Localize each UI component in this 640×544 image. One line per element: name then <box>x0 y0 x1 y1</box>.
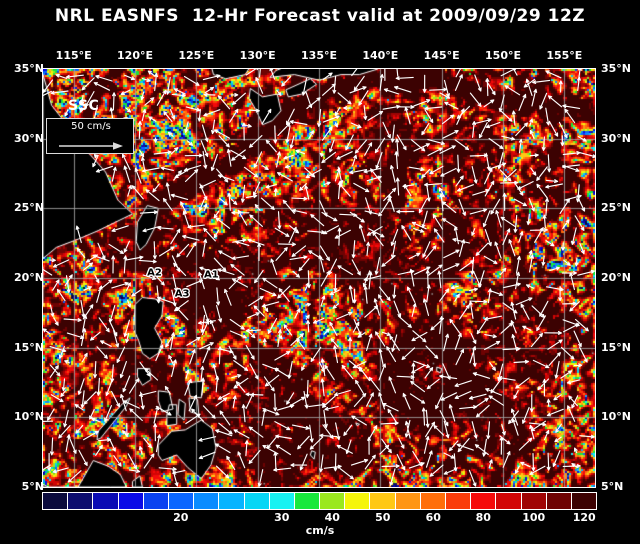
colorbar-tick-label: 80 <box>475 511 491 524</box>
colorbar-swatch[interactable] <box>320 493 346 509</box>
colorbar-tick-label: 40 <box>324 511 340 524</box>
feature-label: A3 <box>174 288 190 300</box>
latitude-tick-label-right: 15°N <box>601 340 632 354</box>
longitude-tick-label: 135°E <box>301 49 337 62</box>
colorbar-swatch[interactable] <box>446 493 472 509</box>
colorbar-tick-label: 100 <box>522 511 546 524</box>
ocean-current-field <box>43 69 595 487</box>
latitude-tick-label-right: 25°N <box>601 201 632 215</box>
colorbar-swatch[interactable] <box>546 493 572 509</box>
latitude-tick-label-right: 10°N <box>601 410 632 424</box>
feature-label: A2 <box>147 267 162 279</box>
latitude-tick-label-right: 20°N <box>601 271 632 284</box>
longitude-tick-label: 150°E <box>485 49 521 62</box>
longitude-tick-label: 115°E <box>55 49 92 62</box>
latitude-tick-label-left: 20°N <box>13 271 44 284</box>
colorbar-swatch[interactable] <box>43 493 69 509</box>
colorbar-tick-label: 30 <box>274 511 290 524</box>
longitude-tick-label: 120°E <box>117 49 153 62</box>
colorbar-tick-label: 120 <box>572 511 596 524</box>
vector-scale-legend: 50 cm/s <box>46 118 134 154</box>
longitude-tick-label: 140°E <box>362 49 399 62</box>
colorbar-ticks: 20 30 40 50 60 80 100 120 <box>0 511 640 525</box>
ssc-field-label: SSC <box>68 98 100 114</box>
vector-scale-text: 50 cm/s <box>71 121 111 132</box>
colorbar-swatch[interactable] <box>420 493 446 509</box>
colorbar-swatch[interactable] <box>168 493 195 509</box>
colorbar-swatch[interactable] <box>194 493 220 509</box>
longitude-tick-label: 130°E <box>239 49 276 62</box>
current-speed-map[interactable] <box>42 68 596 488</box>
latitude-tick-label-left: 5°N <box>21 480 44 493</box>
colorbar-swatch[interactable] <box>244 493 270 509</box>
latitude-tick-label-left: 15°N <box>13 340 44 354</box>
colorbar-swatch[interactable] <box>345 493 371 509</box>
colorbar-swatch[interactable] <box>269 493 295 509</box>
latitude-tick-label-left: 10°N <box>13 410 44 424</box>
colorbar-swatch[interactable] <box>521 493 547 509</box>
page-title: NRL EASNFS 12-Hr Forecast valid at 2009/… <box>54 6 586 26</box>
right-arrow-icon <box>59 142 123 150</box>
latitude-tick-label-right: 5°N <box>601 480 624 493</box>
colorbar-swatch[interactable] <box>143 493 169 509</box>
longitude-tick-label: 155°E <box>546 49 583 62</box>
colorbar-unit-label: cm/s <box>305 524 335 537</box>
latitude-tick-label-left: 25°N <box>13 201 44 215</box>
colorbar-swatch[interactable] <box>219 493 245 509</box>
colorbar-swatch[interactable] <box>471 493 497 509</box>
latitude-tick-label-left: 35°N <box>13 62 44 75</box>
latitude-tick-label-right: 35°N <box>601 62 632 75</box>
longitude-tick-label: 125°E <box>178 49 215 62</box>
colorbar-tick-label: 20 <box>173 511 189 524</box>
colorbar-swatch[interactable] <box>395 493 421 509</box>
map-overlay-vectors <box>43 69 595 487</box>
feature-label: A1 <box>204 269 219 281</box>
latitude-tick-label-right: 30°N <box>601 131 632 145</box>
colorbar-swatch[interactable] <box>571 493 597 509</box>
colorbar[interactable] <box>42 492 597 510</box>
colorbar-swatch[interactable] <box>294 493 321 509</box>
longitude-axis-top: 115°E 120°E 125°E 130°E 135°E 140°E 145°E 150°E… <box>0 49 640 63</box>
longitude-tick-label: 145°E <box>423 49 460 62</box>
colorbar-swatch[interactable] <box>68 493 94 509</box>
colorbar-swatch[interactable] <box>93 493 119 509</box>
colorbar-swatch[interactable] <box>496 493 522 509</box>
colorbar-swatch[interactable] <box>118 493 144 509</box>
colorbar-tick-label: 60 <box>425 511 441 524</box>
colorbar-tick-label: 50 <box>375 511 391 524</box>
latitude-tick-label-left: 30°N <box>13 131 44 145</box>
colorbar-swatch[interactable] <box>370 493 396 509</box>
